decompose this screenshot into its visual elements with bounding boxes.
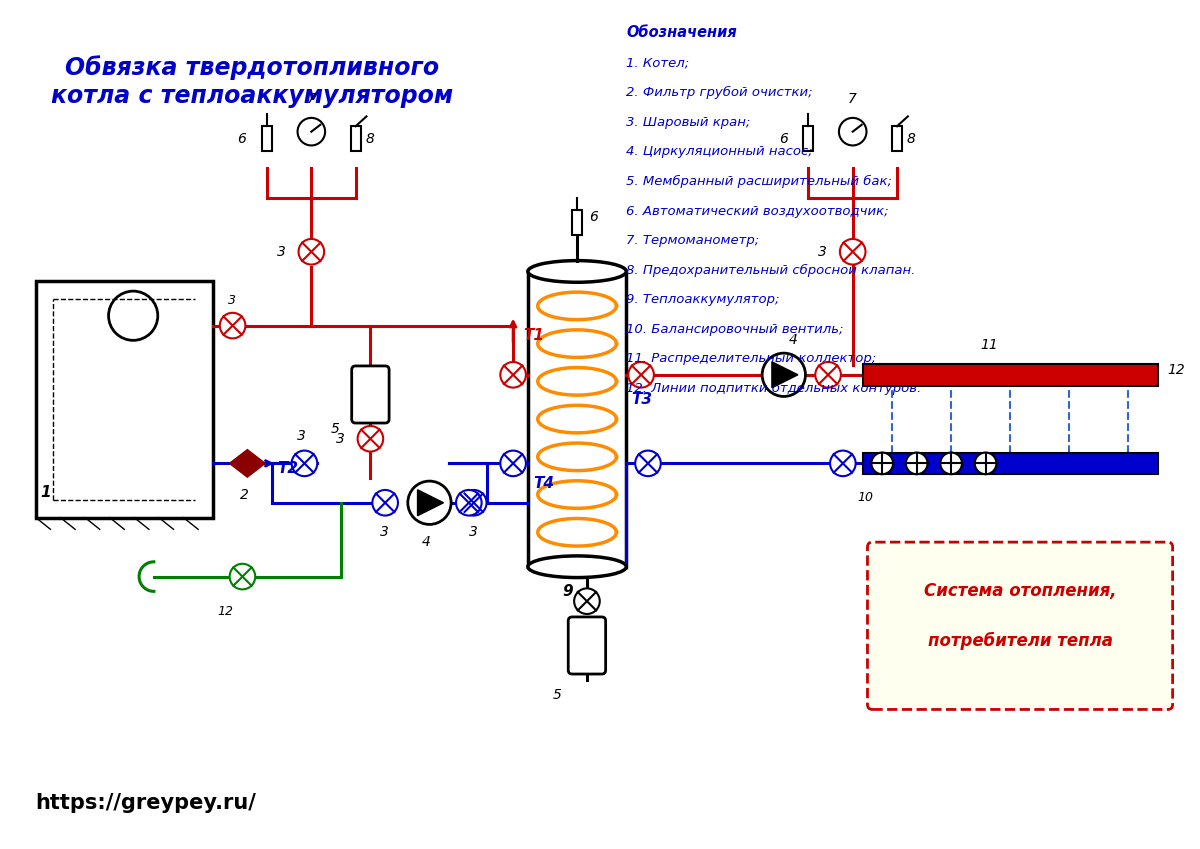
Text: 12: 12	[1168, 363, 1186, 377]
Text: потребители тепла: потребители тепла	[928, 632, 1112, 649]
Text: 11. Распределительный коллектор;: 11. Распределительный коллектор;	[626, 352, 876, 365]
Text: 2. Фильтр грубой очистки;: 2. Фильтр грубой очистки;	[626, 87, 812, 99]
FancyBboxPatch shape	[569, 617, 606, 674]
Text: 9: 9	[563, 584, 572, 599]
Text: 7. Термоманометр;: 7. Термоманометр;	[626, 234, 760, 247]
Bar	[863, 364, 1158, 385]
Circle shape	[839, 118, 866, 145]
Text: T2: T2	[277, 461, 298, 475]
Circle shape	[840, 239, 865, 265]
Text: 10. Балансировочный вентиль;: 10. Балансировочный вентиль;	[626, 323, 844, 335]
Text: 1. Котел;: 1. Котел;	[626, 57, 690, 70]
Ellipse shape	[528, 556, 626, 577]
Circle shape	[629, 362, 654, 388]
Text: 8: 8	[366, 132, 374, 145]
Text: T1: T1	[523, 328, 544, 343]
Circle shape	[941, 453, 962, 475]
Circle shape	[815, 362, 841, 388]
Bar	[804, 127, 814, 151]
Text: 3: 3	[336, 432, 344, 446]
Text: 12. Линии подпитки отдельных контуров.: 12. Линии подпитки отдельных контуров.	[626, 382, 922, 395]
Circle shape	[500, 451, 526, 476]
Text: 10: 10	[858, 492, 874, 504]
FancyBboxPatch shape	[352, 366, 389, 423]
Polygon shape	[772, 362, 798, 388]
Circle shape	[220, 312, 245, 339]
Text: 8. Предохранительный сбросной клапан.: 8. Предохранительный сбросной клапан.	[626, 263, 916, 277]
Bar	[528, 272, 626, 567]
Circle shape	[456, 490, 481, 515]
Bar	[36, 281, 212, 518]
Text: 4. Циркуляционный насос;: 4. Циркуляционный насос;	[626, 145, 814, 159]
Text: 3: 3	[818, 245, 827, 259]
Text: 3: 3	[380, 526, 389, 539]
Text: 4: 4	[788, 334, 798, 347]
Circle shape	[461, 490, 486, 515]
Circle shape	[292, 451, 317, 476]
Circle shape	[358, 426, 383, 452]
Bar	[572, 210, 582, 234]
Text: 2: 2	[240, 488, 248, 502]
Text: 5: 5	[331, 422, 340, 436]
Text: https://greypey.ru/: https://greypey.ru/	[36, 793, 257, 812]
Polygon shape	[418, 490, 444, 515]
Text: 7: 7	[306, 93, 316, 106]
Text: 8: 8	[907, 132, 916, 145]
Text: 5: 5	[552, 688, 562, 701]
Text: 3: 3	[277, 245, 286, 259]
Text: Система отопления,: Система отопления,	[924, 582, 1116, 600]
Circle shape	[830, 451, 856, 476]
Text: 4: 4	[421, 535, 431, 549]
Text: 5. Мембранный расширительный бак;: 5. Мембранный расширительный бак;	[626, 175, 893, 188]
Circle shape	[229, 564, 256, 589]
FancyBboxPatch shape	[868, 543, 1172, 710]
Text: T3: T3	[631, 392, 653, 407]
Circle shape	[906, 453, 928, 475]
Text: 1: 1	[41, 486, 52, 500]
Bar	[863, 453, 1158, 475]
Text: Обозначения: Обозначения	[626, 25, 737, 41]
Ellipse shape	[528, 261, 626, 282]
Text: 9. Теплоаккумулятор;: 9. Теплоаккумулятор;	[626, 293, 780, 306]
Circle shape	[635, 451, 661, 476]
Text: 11: 11	[980, 338, 998, 352]
Text: T4: T4	[533, 475, 554, 491]
Text: 6: 6	[238, 132, 246, 145]
Text: 3: 3	[228, 295, 235, 307]
Text: 7: 7	[847, 93, 857, 106]
Bar	[892, 127, 902, 151]
Text: 3. Шаровый кран;: 3. Шаровый кран;	[626, 116, 751, 129]
Text: 12: 12	[218, 604, 234, 617]
Text: 3: 3	[296, 429, 306, 443]
Circle shape	[408, 481, 451, 525]
Text: 6: 6	[589, 211, 598, 224]
Circle shape	[500, 362, 526, 388]
Polygon shape	[229, 450, 265, 477]
Bar	[262, 127, 272, 151]
Circle shape	[299, 239, 324, 265]
Circle shape	[574, 588, 600, 614]
Text: 6: 6	[779, 132, 787, 145]
Circle shape	[372, 490, 398, 515]
Text: Обвязка твердотопливного
котла с теплоаккумулятором: Обвязка твердотопливного котла с теплоак…	[52, 55, 454, 108]
Bar	[350, 127, 360, 151]
Text: 3: 3	[469, 526, 478, 539]
Circle shape	[762, 353, 805, 396]
Circle shape	[298, 118, 325, 145]
Text: 6. Автоматический воздухоотводчик;: 6. Автоматический воздухоотводчик;	[626, 205, 889, 217]
Circle shape	[871, 453, 893, 475]
Circle shape	[974, 453, 996, 475]
